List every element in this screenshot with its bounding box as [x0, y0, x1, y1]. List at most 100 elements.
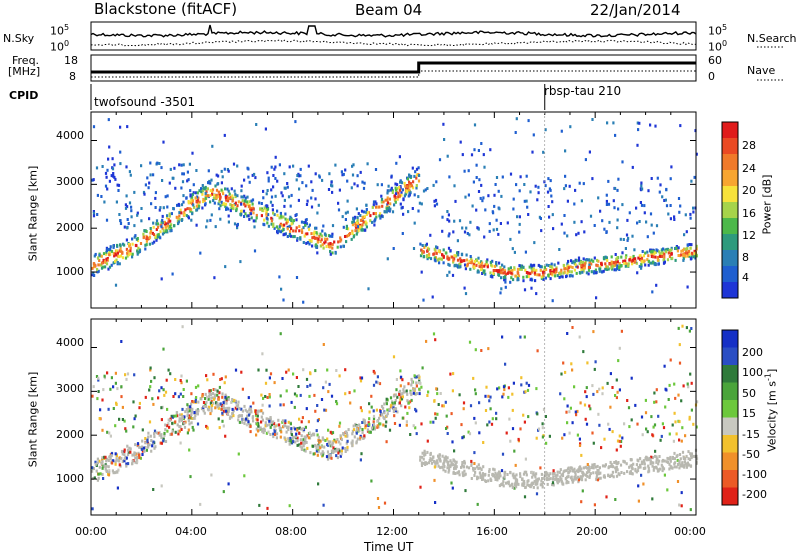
velocity-cell: [442, 468, 445, 472]
velocity-cell: [168, 418, 171, 422]
power-cell: [272, 174, 275, 177]
velocity-cell: [680, 491, 683, 495]
velocity-cell: [260, 415, 263, 419]
velocity-cell: [183, 425, 187, 429]
power-cell: [538, 273, 541, 277]
power-cell: [324, 240, 327, 244]
velocity-cell: [478, 471, 481, 475]
velocity-cell: [574, 473, 577, 477]
power-cell: [569, 125, 572, 129]
power-cell: [149, 227, 152, 230]
velocity-cell: [344, 447, 347, 450]
velocity-cell: [222, 490, 225, 494]
power-cell: [152, 233, 156, 237]
velocity-cell: [177, 432, 180, 436]
velocity-cell: [446, 463, 450, 467]
velocity-cell: [541, 435, 544, 439]
power-cell: [115, 258, 118, 262]
velocity-cell: [109, 434, 112, 438]
power-cell: [510, 276, 513, 280]
velocity-cell: [652, 425, 655, 429]
power-cell: [504, 285, 507, 289]
power-cell: [544, 128, 547, 132]
power-cell: [314, 197, 317, 201]
power-cell: [457, 253, 460, 257]
power-cell: [103, 200, 106, 204]
power-cell: [537, 263, 540, 267]
power-cell: [347, 227, 350, 231]
power-cell: [583, 266, 586, 270]
velocity-cell: [215, 401, 218, 405]
velocity-cell: [162, 347, 165, 351]
power-cell: [540, 229, 543, 233]
power-cb-28: 28: [742, 139, 756, 152]
power-cell: [282, 228, 285, 231]
power-cell: [177, 222, 180, 226]
power-cell: [504, 272, 507, 276]
velocity-cell: [97, 476, 100, 480]
velocity-cell: [665, 388, 668, 392]
velocity-cell: [370, 426, 374, 430]
velocity-cell: [535, 436, 538, 440]
power-cell: [413, 193, 416, 197]
velocity-cell: [322, 386, 325, 390]
power-cell: [518, 230, 521, 234]
velocity-cell: [418, 392, 421, 396]
power-cell: [646, 235, 649, 239]
velocity-cell: [555, 477, 558, 480]
velocity-cell: [539, 466, 542, 470]
power-ytick-2000: 2000: [56, 221, 84, 234]
velocity-cell: [407, 401, 410, 405]
velocity-cell: [665, 460, 668, 464]
velocity-cell: [158, 431, 161, 435]
power-cell: [635, 206, 638, 210]
power-cell: [215, 173, 218, 177]
velocity-cell: [552, 469, 555, 473]
velocity-cell: [300, 420, 303, 424]
power-cell: [560, 222, 563, 226]
power-cell: [661, 195, 664, 199]
velocity-cell: [377, 381, 380, 385]
power-cell: [640, 266, 643, 270]
power-cell: [310, 205, 314, 209]
velocity-cell: [230, 400, 233, 404]
velocity-cell: [359, 436, 362, 440]
power-cell: [296, 237, 299, 240]
velocity-cell: [333, 449, 336, 453]
velocity-cell: [586, 361, 589, 365]
velocity-cell: [99, 408, 102, 412]
velocity-cell: [221, 392, 224, 396]
power-cell: [118, 262, 121, 266]
velocity-cell: [692, 422, 695, 426]
velocity-cell: [677, 393, 680, 397]
velocity-cell: [181, 414, 184, 418]
power-cell: [571, 261, 574, 265]
velocity-cell: [107, 407, 110, 411]
power-cell: [449, 249, 452, 253]
velocity-cell: [680, 399, 683, 403]
velocity-cell: [332, 446, 335, 450]
velocity-cell: [182, 388, 185, 391]
power-cell: [359, 214, 362, 217]
power-cell: [365, 213, 368, 216]
power-cell: [671, 256, 674, 260]
velocity-cell: [447, 460, 450, 464]
power-cell: [498, 261, 501, 265]
velocity-cell: [185, 408, 188, 411]
power-cell: [607, 202, 611, 206]
velocity-cell: [153, 429, 157, 433]
power-cell: [492, 228, 495, 232]
power-cell: [655, 224, 659, 228]
power-cell: [614, 260, 617, 264]
power-cell: [470, 261, 473, 265]
power-cell: [572, 260, 575, 264]
power-cell: [164, 195, 167, 199]
power-cell: [277, 229, 280, 233]
power-cell: [253, 172, 256, 176]
power-cell: [435, 202, 439, 206]
velocity-cell: [582, 350, 585, 354]
velocity-cell: [221, 419, 224, 423]
velocity-colorbar-segment: [722, 330, 738, 348]
velocity-cell: [470, 461, 473, 465]
power-cell: [137, 246, 140, 250]
